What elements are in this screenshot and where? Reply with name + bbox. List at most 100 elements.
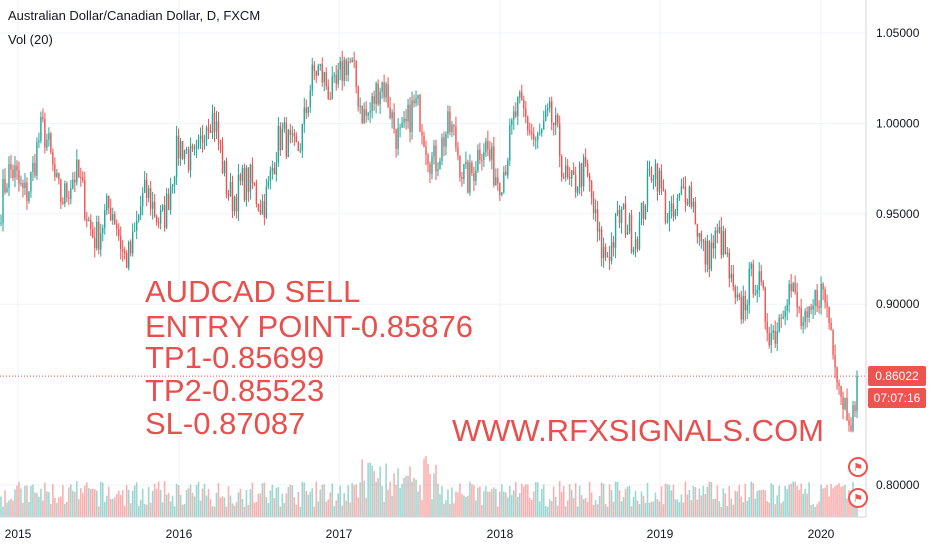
candle-body: [806, 311, 808, 318]
volume-bar: [321, 484, 324, 517]
candle-body: [199, 135, 202, 139]
candle-body: [592, 197, 595, 214]
volume-bar: [744, 483, 747, 517]
candle-body: [243, 167, 246, 200]
candle-body: [363, 109, 365, 123]
volume-bar: [838, 483, 840, 517]
volume-bar: [357, 497, 359, 517]
volume-bar: [95, 490, 98, 517]
candle-body: [762, 281, 764, 288]
candle-body: [155, 216, 158, 223]
volume-bar: [66, 501, 68, 517]
candle-body: [836, 367, 838, 383]
volume-bar: [307, 494, 310, 517]
candle-body: [487, 141, 489, 150]
candle-body: [305, 107, 307, 114]
volume-bar: [471, 484, 473, 517]
volume-bar: [375, 481, 377, 517]
candle-body: [750, 263, 752, 269]
candle-body: [780, 317, 782, 319]
volume-bar: [203, 483, 206, 517]
candle-body: [485, 141, 487, 153]
volume-bar: [183, 503, 186, 517]
candle-body: [852, 405, 854, 431]
volume-bar: [109, 499, 112, 517]
signal-overlay: AUDCAD SELL ENTRY POINT-0.85876 TP1-0.85…: [145, 274, 824, 448]
volume-bar: [167, 492, 170, 517]
volume-bar: [277, 487, 280, 517]
candle-body: [529, 130, 531, 133]
volume-bar: [133, 485, 136, 517]
candle-body: [239, 174, 242, 181]
flag-icon[interactable]: ⚑: [848, 457, 868, 477]
flag-icon[interactable]: ⚑: [848, 488, 868, 508]
candle-body: [479, 149, 481, 160]
candle-body: [385, 84, 387, 98]
price-axis[interactable]: 1.05000 1.00000 0.95000 0.90000 0.80000: [876, 26, 920, 492]
candle-body: [52, 152, 54, 165]
volume-bar: [56, 502, 58, 517]
candle-body: [672, 203, 675, 217]
candle-body: [131, 231, 134, 254]
candle-body: [834, 355, 836, 368]
volume-bar: [798, 489, 800, 517]
volume-legend[interactable]: Vol (20): [8, 32, 53, 47]
candle-body: [694, 201, 697, 225]
candle-body: [48, 133, 50, 140]
volume-bar: [64, 503, 66, 517]
candle-body: [708, 240, 711, 270]
candle-body: [842, 396, 844, 410]
volume-bar: [349, 502, 351, 517]
volume-bar: [50, 503, 52, 517]
volume-bar: [774, 504, 776, 517]
volume-bar: [257, 493, 260, 517]
y-tick-label: 1.00000: [876, 116, 920, 130]
volume-bar: [818, 501, 820, 517]
candle-body: [740, 297, 742, 320]
candle-body: [321, 64, 323, 83]
candle-body: [820, 283, 822, 308]
candle-body: [555, 115, 557, 126]
candle-body: [265, 186, 268, 218]
volume-bar: [736, 491, 739, 517]
volume-bar: [389, 481, 391, 517]
candle-body: [513, 111, 515, 120]
volume-bar: [237, 492, 240, 517]
volume-bar: [768, 502, 771, 517]
volume-bar: [313, 506, 316, 517]
volume-bar: [578, 485, 581, 517]
volume-bar: [664, 483, 667, 517]
volume-bar: [411, 481, 413, 517]
candle-body: [730, 273, 732, 279]
volume-bar: [225, 506, 228, 517]
volume-bar: [78, 498, 80, 517]
volume-bar: [824, 487, 826, 517]
volume-bar: [201, 488, 204, 517]
volume-bar: [383, 501, 385, 517]
volume-bar: [522, 486, 525, 517]
volume-bar: [722, 488, 725, 517]
volume-bar: [60, 496, 62, 517]
volume-bar: [217, 483, 220, 517]
candle-body: [371, 96, 373, 111]
volume-bar: [165, 494, 168, 517]
candle-body: [547, 107, 549, 111]
symbol-legend[interactable]: Australian Dollar/Canadian Dollar, D, FX…: [8, 8, 261, 23]
time-axis[interactable]: 2015 2016 2017 2018 2019 2020: [5, 527, 835, 541]
volume-bar: [840, 486, 842, 517]
candle-body: [357, 86, 359, 107]
candle-body: [535, 139, 537, 141]
volume-bar: [347, 485, 349, 517]
candle-body: [509, 124, 511, 161]
candle-body: [441, 137, 443, 162]
volume-bar: [395, 484, 397, 517]
candle-body: [706, 240, 709, 265]
candle-body: [447, 111, 449, 134]
candle-body: [756, 289, 758, 294]
volume-bar: [20, 488, 22, 517]
volume-bar: [435, 464, 437, 517]
volume-bar: [397, 468, 399, 517]
candle-body: [543, 120, 545, 130]
candle-body: [297, 142, 300, 151]
